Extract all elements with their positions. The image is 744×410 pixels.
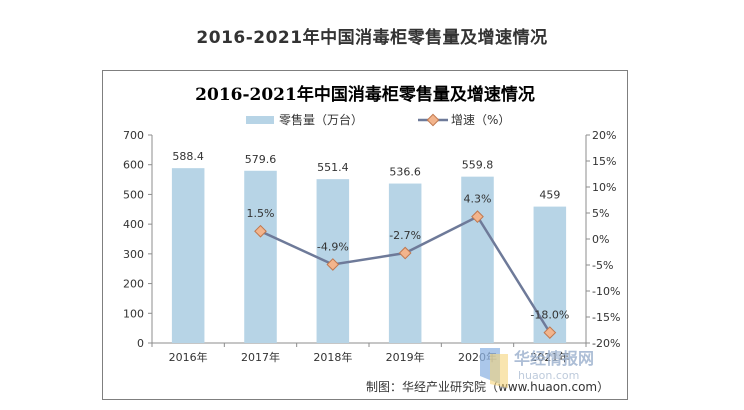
bar — [533, 206, 567, 343]
x-tick-label: 2021年 — [530, 350, 569, 364]
bars — [171, 168, 567, 343]
left-tick-label: 100 — [123, 307, 144, 320]
legend-line-label: 增速（%） — [451, 113, 510, 127]
growth-marker — [543, 326, 557, 339]
legend: 零售量（万台） 增速（%） — [246, 112, 510, 127]
left-tick-label: 700 — [123, 129, 144, 142]
growth-marker — [398, 246, 412, 260]
right-tick-label: 5% — [592, 207, 609, 220]
growth-marker — [326, 258, 340, 271]
watermark-logo-accent — [490, 354, 508, 388]
data-labels: 588.4 579.6 551.4 536.6 559.8 459 1.5% -4.9% -2.… — [172, 150, 569, 321]
right-tick-label: 10% — [592, 181, 616, 194]
legend-bar-label: 零售量（万台） — [279, 112, 363, 127]
x-tick-label: 2019年 — [386, 350, 425, 364]
bar-value-label: 579.6 — [245, 153, 277, 166]
watermark-url: huaon.com — [518, 369, 579, 382]
left-tick-label: 0 — [137, 337, 144, 350]
bar — [388, 183, 422, 343]
page-title: 2016-2021年中国消毒柜零售量及增速情况 — [196, 28, 548, 48]
growth-marker — [471, 210, 484, 224]
right-tick-label: 20% — [592, 129, 616, 142]
growth-value-label: -4.9% — [317, 240, 349, 253]
growth-line — [254, 210, 557, 339]
x-tick-label: 2018年 — [313, 350, 352, 364]
bar-value-label: 551.4 — [317, 161, 349, 174]
source-text: 制图：华经产业研究院（www.huaon.com） — [366, 379, 609, 394]
axes: 0 100 200 300 400 500 600 700 -20% -15% -10% -5% 0% 5… — [123, 129, 620, 364]
right-tick-label: -5% — [592, 259, 613, 272]
right-tick-label: -10% — [592, 285, 620, 298]
bar-value-label: 536.6 — [389, 166, 421, 179]
x-tick-label: 2016年 — [169, 350, 208, 364]
chart-title: 2016-2021年中国消毒柜零售量及增速情况 — [195, 84, 535, 105]
left-tick-label: 500 — [123, 188, 144, 201]
right-tick-label: 0% — [592, 233, 609, 246]
bar-value-label: 559.8 — [462, 159, 494, 172]
bar-value-label: 459 — [539, 189, 560, 202]
bar-value-label: 588.4 — [172, 150, 204, 163]
left-tick-label: 300 — [123, 248, 144, 261]
legend-bar-swatch — [246, 116, 274, 124]
growth-marker — [254, 224, 267, 238]
bar — [244, 170, 277, 343]
right-tick-label: -15% — [592, 311, 620, 324]
growth-value-label: -18.0% — [530, 309, 569, 322]
left-tick-label: 400 — [123, 218, 144, 231]
bar — [461, 176, 494, 343]
right-tick-label: 15% — [592, 155, 616, 168]
left-tick-label: 200 — [123, 278, 144, 291]
legend-line-marker — [426, 113, 440, 127]
left-tick-label: 600 — [123, 159, 144, 172]
right-tick-label: -20% — [592, 337, 620, 350]
growth-value-label: 4.3% — [464, 193, 492, 206]
watermark-brand: 华经情报网 — [514, 349, 594, 368]
growth-value-label: -2.7% — [389, 229, 421, 242]
x-tick-label: 2017年 — [241, 350, 280, 364]
growth-value-label: 1.5% — [247, 207, 275, 220]
bar — [171, 168, 205, 343]
